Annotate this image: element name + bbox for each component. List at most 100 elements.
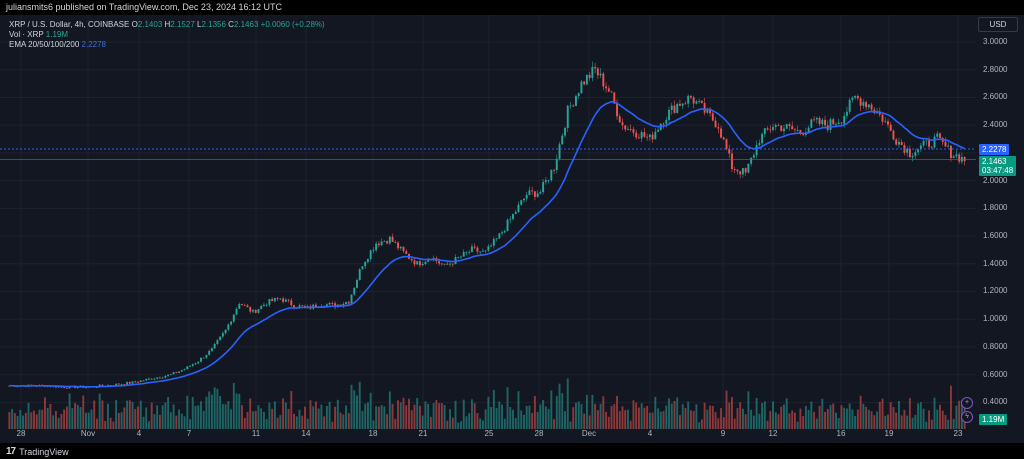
volume-bar: [246, 411, 249, 429]
candle-body: [648, 134, 651, 138]
volume-bar: [449, 409, 452, 429]
volume-label[interactable]: Vol · XRP: [9, 30, 44, 39]
price-tick-label: 1.4000: [983, 258, 1008, 268]
candle-body: [859, 98, 862, 106]
volume-bar: [750, 409, 753, 429]
candle-body: [481, 250, 484, 252]
volume-bar: [457, 422, 460, 429]
volume-bar: [43, 397, 46, 429]
volume-bar: [487, 396, 490, 429]
candle-body: [380, 241, 383, 246]
candle-body: [952, 156, 955, 159]
candle-body: [331, 303, 334, 304]
volume-bar: [736, 408, 739, 429]
candle-body: [470, 246, 473, 252]
add-icon[interactable]: +: [961, 397, 973, 409]
volume-bar: [397, 400, 400, 429]
time-tick-label: 28: [534, 429, 544, 438]
volume-bar: [637, 407, 640, 429]
volume-bar: [657, 408, 660, 429]
ema-value: 2.2278: [81, 40, 106, 49]
candle-body: [758, 143, 761, 146]
candle-body: [605, 86, 608, 89]
price-chart[interactable]: [0, 15, 976, 429]
candle-body: [887, 121, 889, 125]
candle-body: [413, 260, 416, 265]
volume-bar: [854, 416, 857, 429]
candle-body: [252, 309, 254, 312]
candle-body: [867, 104, 870, 108]
volume-bar: [254, 410, 257, 429]
candle-body: [468, 251, 471, 253]
volume-bar: [161, 405, 164, 429]
volume-bar: [588, 415, 591, 429]
price-tick-label: 3.0000: [983, 37, 1008, 46]
volume-bar: [339, 412, 342, 429]
candle-body: [944, 141, 947, 147]
volume-bar: [895, 412, 898, 429]
volume-bar: [815, 418, 818, 429]
volume-bar: [260, 408, 263, 429]
volume-bar: [720, 408, 722, 429]
price-axis[interactable]: [976, 15, 1024, 429]
candle-body: [698, 100, 701, 102]
candle-body: [101, 384, 104, 386]
candle-body: [618, 116, 621, 123]
candle-body: [473, 246, 476, 248]
candle-body: [397, 242, 400, 249]
time-tick-label: 18: [368, 429, 378, 438]
currency-button[interactable]: USD: [978, 17, 1018, 32]
volume-bar: [520, 410, 523, 429]
volume-bar: [408, 398, 410, 429]
volume-bar: [599, 403, 602, 429]
candle-body: [194, 363, 197, 365]
time-tick-label: 23: [953, 429, 963, 438]
candle-body: [936, 133, 939, 137]
volume-bar: [71, 408, 74, 429]
candle-body: [227, 324, 230, 330]
time-tick-label: 19: [884, 429, 894, 438]
volume-bar: [955, 405, 958, 429]
lightning-icon[interactable]: ϟ: [961, 411, 973, 423]
candle-body: [388, 236, 391, 244]
price-tick-label: 2.4000: [983, 120, 1008, 130]
candle-body: [854, 95, 857, 98]
volume-bar: [848, 403, 851, 429]
volume-bar: [82, 395, 85, 429]
candle-body: [709, 108, 712, 114]
time-tick-label: 11: [251, 429, 261, 438]
volume-bar: [194, 405, 197, 429]
volume-bar: [659, 411, 662, 429]
chart-pane[interactable]: [0, 15, 1024, 443]
volume-bar: [835, 412, 837, 429]
candle-body: [616, 103, 618, 117]
candle-body: [687, 95, 690, 104]
candle-body: [282, 298, 285, 302]
tradingview-logo[interactable]: 17 TradingView: [6, 446, 69, 457]
volume-bar: [706, 409, 709, 429]
candle-body: [791, 125, 794, 130]
volume-bar: [19, 409, 22, 429]
volume-bar: [785, 398, 788, 429]
candle-body: [577, 93, 580, 97]
volume-bar: [112, 421, 115, 429]
volume-bar: [610, 405, 613, 429]
legend-symbol[interactable]: XRP / U.S. Dollar, 4h, COINBASE: [9, 20, 130, 29]
candle-body: [16, 386, 19, 388]
volume-bar: [169, 412, 172, 429]
candle-body: [722, 137, 725, 140]
volume-bar: [369, 392, 372, 429]
candle-body: [829, 119, 832, 130]
low-label: L: [197, 20, 202, 29]
volume-bar: [914, 414, 917, 429]
publish-text: juliansmits6 published on TradingView.co…: [6, 2, 282, 12]
volume-bar: [219, 395, 222, 429]
candle-body: [350, 294, 353, 304]
candle-body: [85, 387, 87, 389]
ema-label[interactable]: EMA 20/50/100/200: [9, 40, 80, 49]
candle-body: [276, 298, 279, 299]
candle-body: [347, 302, 350, 304]
volume-bar: [602, 396, 605, 429]
volume-bar: [555, 396, 558, 429]
volume-bar: [665, 405, 668, 429]
